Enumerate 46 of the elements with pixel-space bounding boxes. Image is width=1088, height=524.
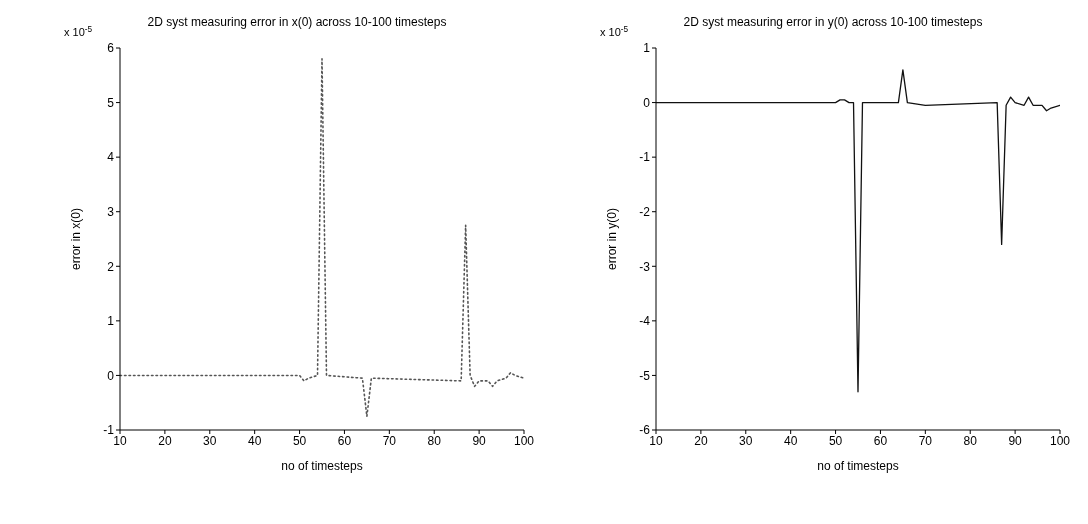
- x-tick-label: 40: [783, 433, 798, 448]
- x-tick-label: 10: [113, 433, 127, 448]
- y-axis-title: error in y(0): [605, 207, 620, 271]
- y-tick-label: 2: [107, 259, 115, 274]
- x-axis-title: no of timesteps: [817, 459, 899, 473]
- x-tick-label: 20: [694, 433, 708, 448]
- y-tick-label: 5: [107, 95, 115, 110]
- chart-title: 2D syst measuring error in x(0) across 10-100 timesteps: [147, 15, 447, 29]
- x-axis-title: no of timesteps: [281, 459, 363, 473]
- x-tick-label: 90: [1008, 433, 1023, 448]
- x-tick-label: 60: [337, 433, 352, 448]
- y-tick-label: 6: [107, 41, 115, 56]
- x-tick-label: 80: [427, 433, 442, 448]
- y-tick-label: -5: [639, 368, 651, 383]
- y-axis-title: error in x(0): [69, 207, 84, 271]
- x-tick-label: 100: [513, 433, 535, 448]
- x-tick-label: 60: [873, 433, 888, 448]
- y-tick-label: -4: [639, 314, 651, 329]
- y-tick-label: 1: [107, 314, 115, 329]
- x-tick-label: 20: [158, 433, 172, 448]
- x-tick-label: 90: [472, 433, 487, 448]
- x-tick-label: 30: [203, 433, 217, 448]
- y-tick-label: -6: [639, 423, 651, 438]
- x-tick-label: 100: [1049, 433, 1071, 448]
- x-tick-label: 10: [649, 433, 663, 448]
- x-tick-label: 50: [292, 433, 307, 448]
- x-tick-label: 70: [382, 433, 397, 448]
- text: x 10$^{-5}$: [64, 24, 93, 38]
- y-tick-label: 4: [107, 150, 115, 165]
- y-tick-label: -1: [103, 423, 115, 438]
- y-tick-label: 0: [107, 368, 115, 383]
- y-tick-label: 1: [643, 41, 651, 56]
- y-tick-label: 0: [643, 95, 651, 110]
- x-tick-label: 30: [739, 433, 753, 448]
- x-tick-label: 50: [828, 433, 843, 448]
- chart-title: 2D syst measuring error in y(0) across 10-100 timesteps: [683, 15, 983, 29]
- text: x 10$^{-5}$: [600, 24, 629, 38]
- line-series: [656, 69, 1060, 393]
- x-tick-label: 80: [963, 433, 978, 448]
- y-tick-label: -1: [639, 150, 651, 165]
- x-tick-label: 70: [918, 433, 933, 448]
- y-tick-label: -3: [639, 259, 651, 274]
- x-tick-label: 40: [247, 433, 262, 448]
- y-tick-label: 3: [107, 204, 115, 219]
- line-series: [120, 58, 524, 418]
- y-tick-label: -2: [639, 204, 651, 219]
